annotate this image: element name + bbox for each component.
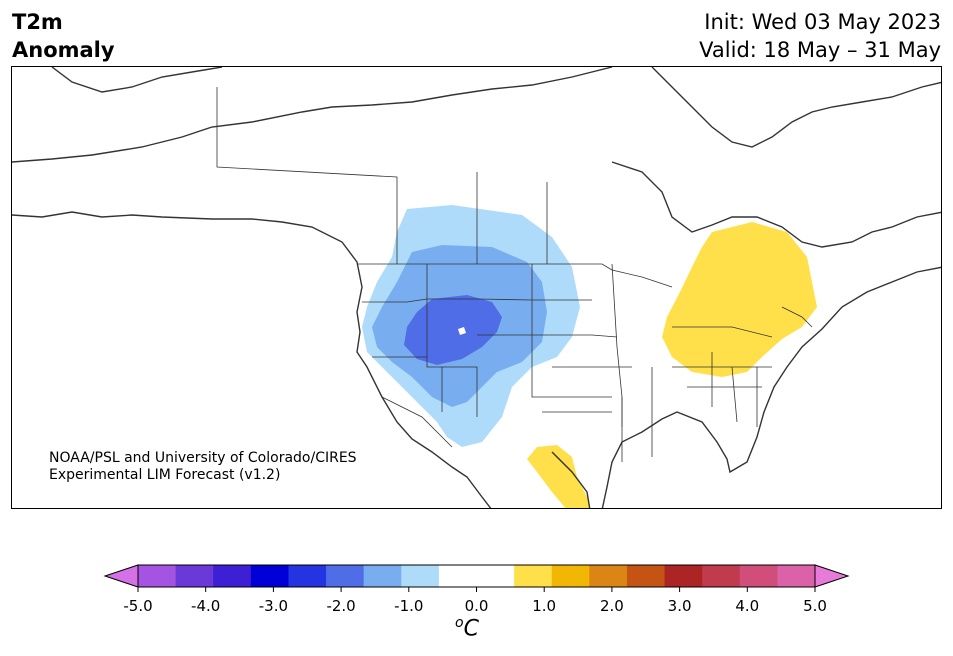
valid-range: Valid: 18 May – 31 May [699,38,941,62]
colorbar-segment [401,565,440,587]
warm-anomaly-east [662,222,817,377]
colorbar-tick-label: 1.0 [532,597,557,615]
map-title: T2m Anomaly [12,8,115,64]
colorbar-segment [326,565,365,587]
colorbar-tick-label: -4.0 [191,597,221,615]
colorbar-segment [438,565,477,587]
colorbar-tick-label: 2.0 [599,597,624,615]
colorbar-tick-label: -3.0 [258,597,289,615]
colorbar-segment [213,565,252,587]
unit-letter: C [463,616,479,642]
north-america-map [12,67,941,508]
colorbar-segment [175,565,214,587]
colorbar-segment [589,565,628,587]
credit-line-2: Experimental LIM Forecast (v1.2) [49,467,281,483]
warm-anomaly-mexico [527,445,590,508]
variable-label: T2m [12,10,63,34]
colorbar-segment [250,565,289,587]
init-date: Init: Wed 03 May 2023 [704,10,941,34]
colorbar-segment [626,565,666,587]
colorbar-segment [288,565,327,587]
credit-text: NOAA/PSL and University of Colorado/CIRE… [49,450,357,484]
colorbar-tick-label: 0.0 [464,597,489,615]
colorbar-tick-label: -2.0 [326,597,356,615]
political-borders [216,87,813,462]
colorbar-segment [777,565,816,587]
colorbar-segment [551,565,590,587]
coastlines [12,67,941,508]
date-info: Init: Wed 03 May 2023 Valid: 18 May – 31… [699,8,941,64]
colorbar-segment [739,565,778,587]
colorbar-segment [664,565,703,587]
colorbar-segment [138,565,177,587]
colorbar-segment [476,565,515,587]
anomaly-label: Anomaly [12,38,115,62]
cool-anomaly-dark [404,295,502,365]
colorbar-tick-label: -1.0 [394,597,424,615]
degree-symbol: o [455,615,464,631]
map-panel: NOAA/PSL and University of Colorado/CIRE… [11,66,942,509]
colorbar-tick-label: 3.0 [667,597,692,615]
credit-line-1: NOAA/PSL and University of Colorado/CIRE… [49,450,357,466]
colorbar-tick-label: 5.0 [803,597,827,615]
colorbar-segment [363,565,402,587]
colorbar-max-extension [814,564,850,588]
colorbar-segment [514,565,553,587]
colorbar-tick-label: 4.0 [735,597,760,615]
colorbar-min-extension [103,564,139,588]
unit-label: oC [455,615,479,641]
colorbar-tick-label: -5.0 [123,597,153,615]
colorbar-segment [702,565,741,587]
